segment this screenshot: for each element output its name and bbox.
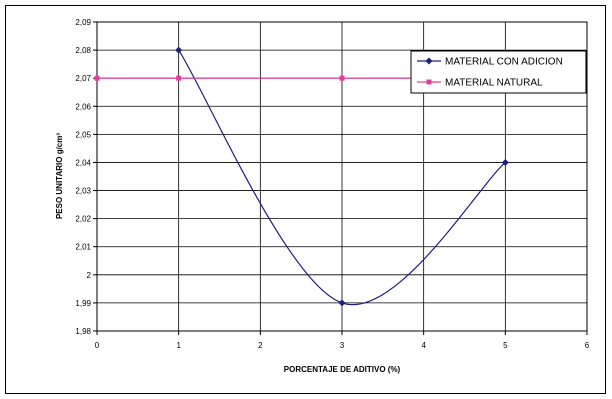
x-tick-label: 1	[176, 341, 181, 350]
y-tick-label: 2,07	[75, 74, 91, 83]
y-tick-label: 2,05	[75, 130, 91, 139]
legend-marker-natural	[426, 79, 432, 85]
y-tick-label: 2	[87, 271, 92, 280]
y-tick-label: 2,01	[75, 243, 91, 252]
y-tick-labels: 1,98 1,99 2 2,01 2,02 2,03 2,04 2,05 2,06 2,07 2,0…	[75, 18, 91, 336]
y-tick-label: 2,02	[75, 215, 91, 224]
data-point-diamond	[501, 158, 509, 166]
legend-label-con-adicion: MATERIAL CON ADICION	[445, 57, 563, 68]
data-point-diamond	[338, 299, 346, 307]
x-tick-label: 6	[585, 341, 590, 350]
data-point-diamond	[175, 46, 183, 54]
y-tick-label: 2,06	[75, 102, 91, 111]
x-tick-label: 5	[503, 341, 508, 350]
x-tick-label: 0	[95, 341, 100, 350]
data-point-square	[94, 75, 100, 81]
legend: MATERIAL CON ADICION MATERIAL NATURAL	[410, 50, 587, 94]
y-tick-label: 1,98	[75, 327, 91, 336]
data-point-square	[176, 75, 182, 81]
legend-marker-con-adicion	[425, 57, 433, 65]
x-axis-title: PORCENTAJE DE ADITIVO (%)	[284, 365, 401, 374]
x-tick-labels: 0 1 2 3 4 5 6	[95, 341, 590, 350]
y-axis-title: PESO UNITARIO g/cm³	[55, 133, 64, 219]
y-tick-label: 2,09	[75, 18, 91, 27]
data-point-square	[339, 75, 345, 81]
legend-label-natural: MATERIAL NATURAL	[445, 78, 543, 89]
x-tick-label: 3	[340, 341, 345, 350]
x-tick-label: 4	[421, 341, 426, 350]
x-tick-label: 2	[258, 341, 263, 350]
y-tick-label: 2,03	[75, 187, 91, 196]
y-tick-label: 2,08	[75, 46, 91, 55]
legend-box	[410, 50, 587, 94]
y-tick-label: 2,04	[75, 158, 91, 167]
y-tick-label: 1,99	[75, 299, 91, 308]
